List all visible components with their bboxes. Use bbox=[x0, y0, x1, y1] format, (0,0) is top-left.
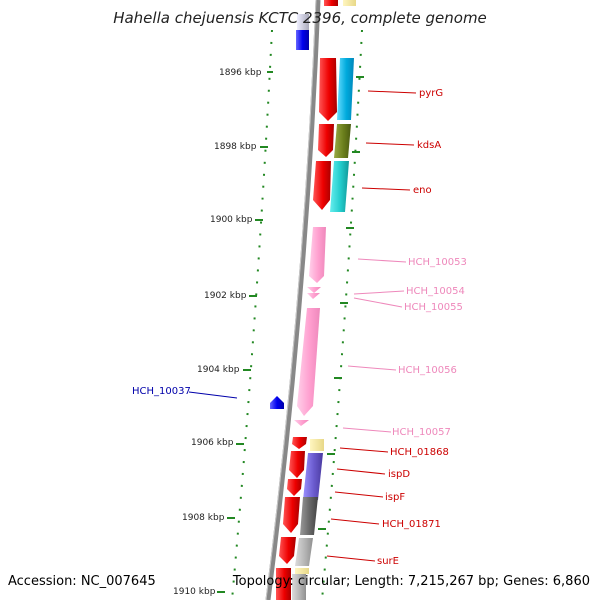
callout-lines bbox=[188, 90, 417, 562]
cds-ispF bbox=[287, 479, 302, 496]
cds-ispD bbox=[289, 451, 305, 478]
cds-surE bbox=[279, 537, 296, 564]
rna-hch10057 bbox=[294, 420, 309, 426]
gene-label-surE[interactable]: surE bbox=[377, 556, 399, 567]
tick-label-1908: 1908 kbp bbox=[182, 513, 225, 523]
cds-hch01871 bbox=[283, 497, 300, 533]
cds-hch01871-partner bbox=[300, 497, 318, 535]
gene-label-hch10053[interactable]: HCH_10053 bbox=[408, 257, 467, 268]
tick-label-1904: 1904 kbp bbox=[197, 365, 240, 375]
cds-ispD-partner bbox=[303, 453, 323, 500]
tick-label-1896: 1896 kbp bbox=[219, 68, 262, 78]
cds-pyrG-partner bbox=[337, 58, 354, 120]
gene-label-hch10054[interactable]: HCH_10054 bbox=[406, 286, 465, 297]
accession-text: Accession: NC_007645 bbox=[8, 574, 156, 589]
cds-kdsA-partner bbox=[334, 124, 351, 158]
gene-label-hch01871[interactable]: HCH_01871 bbox=[382, 519, 441, 530]
gene-label-hch01868[interactable]: HCH_01868 bbox=[390, 447, 449, 458]
outer-track-ticks bbox=[318, 76, 364, 530]
cds-hch01868-partner bbox=[310, 439, 324, 451]
tick-label-1902: 1902 kbp bbox=[204, 291, 247, 301]
cds-pyrG bbox=[319, 58, 337, 121]
gene-label-pyrG[interactable]: pyrG bbox=[419, 88, 443, 99]
cds-hch01868 bbox=[292, 437, 307, 449]
gene-label-hch10056[interactable]: HCH_10056 bbox=[398, 365, 457, 376]
cds-surE-partner bbox=[295, 538, 313, 566]
tick-label-1910: 1910 kbp bbox=[173, 587, 216, 597]
rna-hch10055 bbox=[307, 293, 320, 299]
gene-label-hch10057[interactable]: HCH_10057 bbox=[392, 427, 451, 438]
tick-label-1898: 1898 kbp bbox=[214, 142, 257, 152]
genome-backbone bbox=[265, 0, 321, 600]
ruler-dotted-line bbox=[231, 29, 273, 600]
gene-label-eno[interactable]: eno bbox=[413, 185, 432, 196]
gene-label-hch10055[interactable]: HCH_10055 bbox=[404, 302, 463, 313]
rna-hch10053 bbox=[309, 227, 326, 283]
gene-labels: pyrG kdsA eno HCH_10053 HCH_10054 HCH_10… bbox=[132, 88, 467, 567]
ruler-tick-marks bbox=[217, 71, 273, 593]
gene-label-kdsA[interactable]: kdsA bbox=[417, 140, 441, 151]
tick-label-1906: 1906 kbp bbox=[191, 438, 234, 448]
gene-label-hch10037[interactable]: HCH_10037 bbox=[132, 386, 191, 397]
gene-label-ispD[interactable]: ispD bbox=[388, 469, 410, 480]
rna-hch10056 bbox=[297, 308, 320, 416]
map-title: Hahella chejuensis KCTC 2396, complete g… bbox=[113, 9, 487, 27]
cds-kdsA bbox=[318, 124, 334, 157]
cds-reverse-blue-hch10037 bbox=[270, 396, 284, 409]
forward-strand-features bbox=[276, 58, 354, 600]
gene-label-ispF[interactable]: ispF bbox=[385, 492, 405, 503]
cds-eno-partner bbox=[330, 161, 349, 212]
reverse-strand-features bbox=[270, 14, 309, 409]
rna-hch10054 bbox=[307, 287, 321, 293]
cds-eno bbox=[313, 161, 331, 210]
tick-label-1900: 1900 kbp bbox=[210, 215, 253, 225]
genome-summary-text: Topology: circular; Length: 7,215,267 bp… bbox=[232, 574, 590, 589]
cds-reverse-blue-top bbox=[296, 30, 309, 50]
ruler-labels: 1896 kbp 1898 kbp 1900 kbp 1902 kbp 1904… bbox=[173, 68, 262, 597]
